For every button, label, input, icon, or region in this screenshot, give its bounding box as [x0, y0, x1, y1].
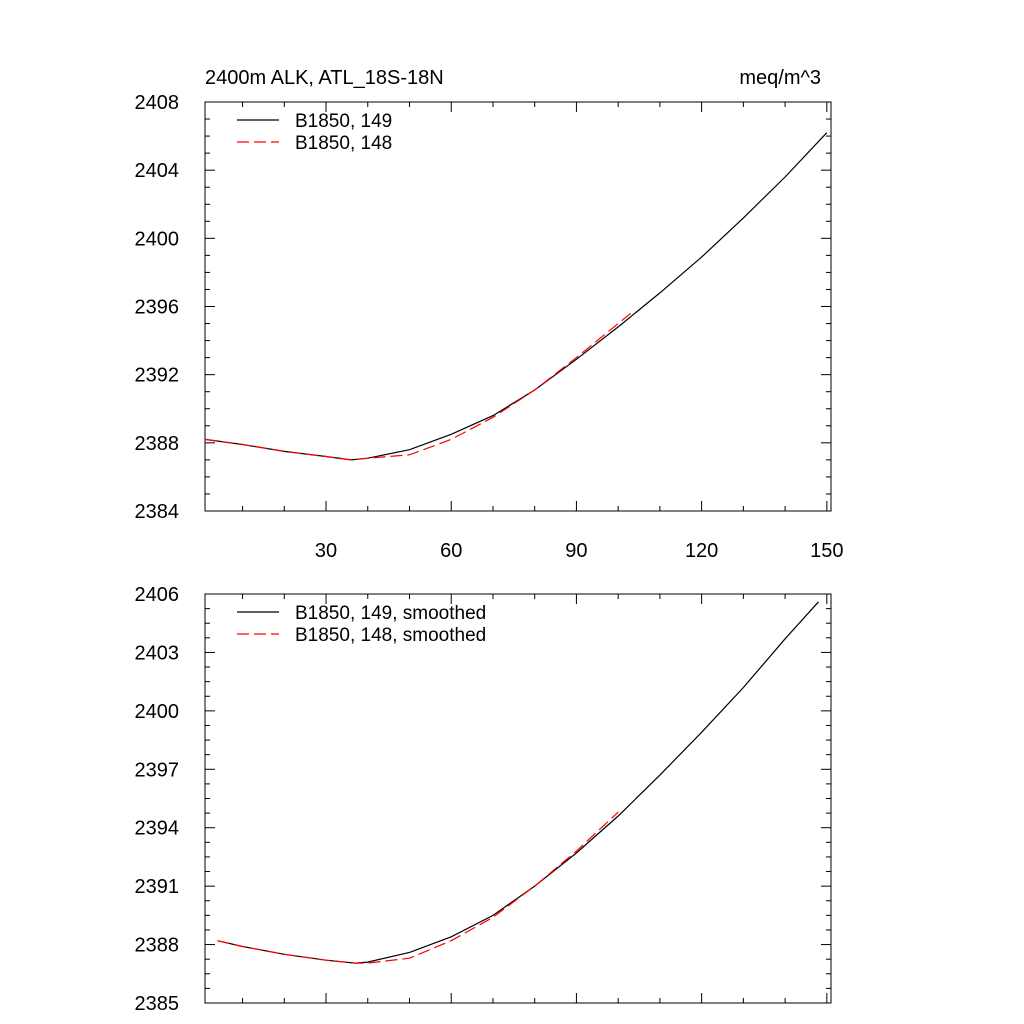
y-tick-label: 2408	[135, 92, 180, 114]
plot-frame	[204, 593, 832, 1004]
chart-panel-2: 2385 2388 2391 2394 2397 2400 2403 2406 B1850, 1…	[135, 584, 832, 1015]
chart-title: 2400m ALK, ATL_18S-18N	[205, 67, 444, 89]
units-label: meq/m^3	[739, 67, 821, 89]
y-tick-label: 2400	[135, 228, 180, 250]
chart-panel-1: 30 60 90 120 150 2384 2388 2392 2396 2400 2404 2408…	[135, 67, 844, 562]
legend-label-2: B1850, 148	[295, 133, 392, 154]
plot-frame	[204, 101, 832, 512]
legend-label-1: B1850, 149, smoothed	[295, 603, 486, 624]
y-tick-label: 2385	[135, 993, 180, 1015]
y-tick-label: 2400	[135, 701, 180, 723]
x-tick-label: 120	[685, 540, 718, 562]
x-tick-label: 60	[440, 540, 462, 562]
x-tick-label: 30	[315, 540, 337, 562]
y-tick-label: 2403	[135, 642, 180, 664]
y-tick-label: 2394	[135, 818, 180, 840]
y-tick-label: 2406	[135, 584, 180, 606]
x-tick-label: 150	[810, 540, 843, 562]
y-tick-label: 2388	[135, 433, 180, 455]
y-tick-label: 2404	[135, 160, 180, 182]
x-tick-label: 90	[565, 540, 587, 562]
y-tick-label: 2388	[135, 935, 180, 957]
y-tick-label: 2392	[135, 365, 180, 387]
y-tick-label: 2391	[135, 876, 180, 898]
y-tick-label: 2396	[135, 297, 180, 319]
series-line-2	[217, 811, 619, 964]
series-line-1	[204, 132, 828, 461]
legend-label-1: B1850, 149	[295, 111, 392, 132]
series-line-2	[204, 312, 632, 461]
series-line-1	[217, 601, 819, 964]
y-tick-label: 2397	[135, 759, 180, 781]
y-tick-label: 2384	[135, 501, 180, 523]
legend-label-2: B1850, 148, smoothed	[295, 625, 486, 646]
